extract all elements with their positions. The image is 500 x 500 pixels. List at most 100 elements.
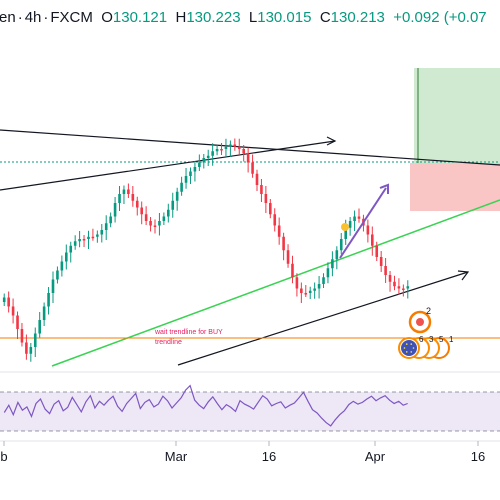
candle[interactable] xyxy=(2,293,6,307)
upper-channel-trendline[interactable] xyxy=(0,140,336,191)
trendline-note-text[interactable]: wait trendline for BUY xyxy=(154,329,223,336)
candle[interactable] xyxy=(153,219,157,234)
candle[interactable] xyxy=(353,210,356,232)
candle[interactable] xyxy=(397,278,401,295)
candle[interactable] xyxy=(109,212,112,228)
candle[interactable] xyxy=(47,287,50,315)
candle[interactable] xyxy=(242,145,245,162)
candle[interactable] xyxy=(379,251,383,272)
candle[interactable] xyxy=(277,217,281,245)
candle[interactable] xyxy=(127,183,130,199)
signal-marker-dot[interactable] xyxy=(341,223,349,231)
candle[interactable] xyxy=(331,251,334,277)
long-position-loss-zone[interactable] xyxy=(410,163,500,211)
rally-arrow-line[interactable] xyxy=(339,187,387,259)
candle[interactable] xyxy=(348,217,352,236)
candle[interactable] xyxy=(104,215,108,240)
candle[interactable] xyxy=(171,192,175,218)
candle[interactable] xyxy=(215,145,219,156)
candle[interactable] xyxy=(286,244,290,268)
candle[interactable] xyxy=(313,282,316,299)
candle[interactable] xyxy=(295,273,299,297)
candle[interactable] xyxy=(69,241,73,263)
resistance-trendline[interactable] xyxy=(0,129,500,166)
candle[interactable] xyxy=(402,284,405,297)
candle[interactable] xyxy=(180,176,183,196)
candle[interactable] xyxy=(144,206,148,225)
candle[interactable] xyxy=(384,258,387,283)
candle[interactable] xyxy=(78,231,81,248)
candle[interactable] xyxy=(229,140,232,157)
candle[interactable] xyxy=(198,154,201,172)
candle[interactable] xyxy=(65,244,68,270)
rsi-pane[interactable] xyxy=(0,371,500,432)
candle[interactable] xyxy=(113,197,117,223)
timeframe-label[interactable]: 4h xyxy=(24,9,42,26)
candle[interactable] xyxy=(56,266,59,284)
rsi-line[interactable] xyxy=(3,384,408,427)
candle[interactable] xyxy=(375,241,379,261)
candle[interactable] xyxy=(326,262,330,284)
candle[interactable] xyxy=(260,179,263,202)
candle[interactable] xyxy=(339,233,343,255)
candle[interactable] xyxy=(291,255,294,284)
candle[interactable] xyxy=(255,169,259,191)
candle[interactable] xyxy=(366,219,370,243)
candle[interactable] xyxy=(237,138,241,155)
candle[interactable] xyxy=(33,327,37,358)
candle[interactable] xyxy=(135,196,139,216)
long-position-profit-zone[interactable] xyxy=(414,68,500,163)
candle[interactable] xyxy=(25,334,28,360)
candle[interactable] xyxy=(11,298,15,324)
candle[interactable] xyxy=(38,312,41,338)
projection-arrow-line[interactable] xyxy=(177,271,469,366)
candlestick-series[interactable] xyxy=(2,138,410,362)
candle[interactable] xyxy=(269,199,272,219)
candle[interactable] xyxy=(393,275,396,291)
candle[interactable] xyxy=(149,217,152,232)
candle[interactable] xyxy=(140,201,143,225)
candle[interactable] xyxy=(251,154,254,178)
trendline-note-text-2[interactable]: trendline xyxy=(155,339,182,346)
candle[interactable] xyxy=(175,187,179,211)
candle[interactable] xyxy=(282,232,285,261)
candle[interactable] xyxy=(224,138,228,157)
candle[interactable] xyxy=(91,228,95,241)
candle[interactable] xyxy=(206,149,210,166)
candle[interactable] xyxy=(162,212,166,226)
symbol-name[interactable]: en xyxy=(0,9,16,26)
candle[interactable] xyxy=(184,168,188,189)
candle[interactable] xyxy=(16,311,19,340)
candle[interactable] xyxy=(220,143,223,155)
candle[interactable] xyxy=(335,246,339,270)
candle[interactable] xyxy=(100,224,104,243)
candle[interactable] xyxy=(158,213,161,236)
candle[interactable] xyxy=(304,285,308,297)
candle[interactable] xyxy=(264,186,268,213)
candle[interactable] xyxy=(233,138,237,151)
candle[interactable] xyxy=(357,208,361,223)
candle[interactable] xyxy=(406,280,410,299)
candle[interactable] xyxy=(211,143,214,166)
candle[interactable] xyxy=(7,291,10,313)
candle[interactable] xyxy=(193,161,197,182)
candle[interactable] xyxy=(87,230,90,249)
candle[interactable] xyxy=(122,185,126,205)
candle[interactable] xyxy=(308,286,312,299)
candle[interactable] xyxy=(20,323,24,347)
candle[interactable] xyxy=(118,186,121,211)
candle[interactable] xyxy=(300,282,303,304)
candle[interactable] xyxy=(202,154,206,169)
candle[interactable] xyxy=(273,208,277,232)
candle[interactable] xyxy=(131,186,135,207)
candle[interactable] xyxy=(51,271,55,304)
candle[interactable] xyxy=(371,226,374,256)
candle[interactable] xyxy=(189,167,192,185)
candle[interactable] xyxy=(388,271,392,292)
candle[interactable] xyxy=(60,255,64,277)
candle[interactable] xyxy=(29,343,33,362)
candle[interactable] xyxy=(42,302,46,327)
candle[interactable] xyxy=(73,235,77,250)
candle[interactable] xyxy=(167,203,170,223)
